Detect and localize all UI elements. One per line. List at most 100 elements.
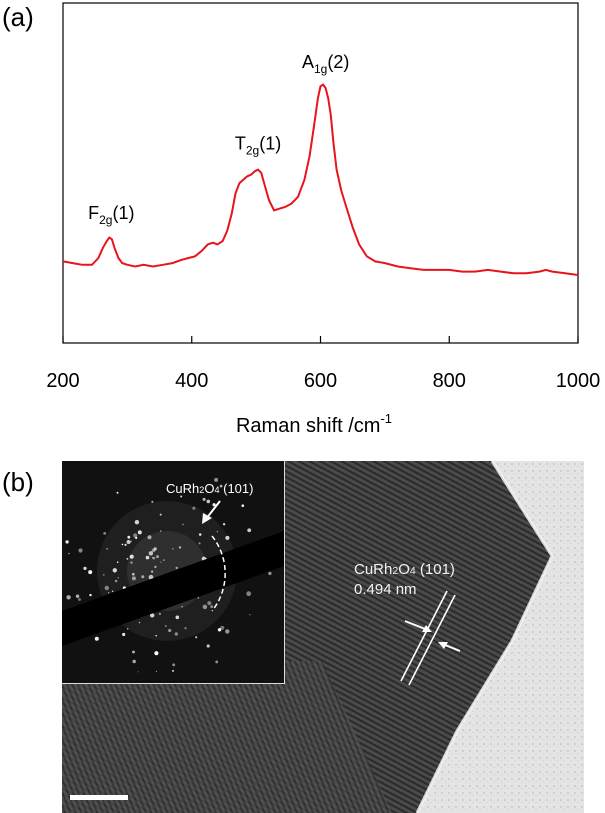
diffraction-spot: [210, 605, 214, 608]
diffraction-spot: [249, 614, 251, 616]
diffraction-spot: [216, 530, 219, 533]
diffraction-spot: [145, 555, 150, 560]
diffraction-spot: [116, 561, 119, 563]
crystal-edge: [415, 461, 554, 813]
diffraction-spot: [65, 540, 69, 544]
x-tick-label: 400: [175, 370, 208, 392]
diffraction-spot: [127, 535, 131, 539]
diffraction-spot: [220, 625, 225, 630]
diffraction-spot: [171, 547, 174, 550]
diffraction-spot: [103, 531, 107, 535]
raman-series-line: [62, 83, 579, 276]
diffraction-spot: [141, 575, 145, 579]
diffraction-spot: [148, 551, 154, 556]
diffraction-spot: [78, 598, 81, 601]
x-axis-tick-labels: 200 400 600 800 1000: [46, 370, 600, 392]
diffraction-spot: [151, 570, 154, 573]
diffraction-spot: [154, 565, 157, 569]
diffraction-spot: [152, 556, 154, 559]
diffraction-spot: [202, 497, 206, 501]
diffraction-spot: [215, 660, 219, 664]
diffraction-spot: [207, 601, 212, 606]
diffraction-spot: [198, 542, 201, 545]
diffraction-spot: [219, 484, 223, 488]
diffraction-spot: [172, 663, 176, 667]
diffraction-spot: [175, 615, 180, 620]
diffraction-spot: [160, 561, 162, 563]
diffraction-spot: [222, 523, 226, 526]
peak-label: T2g(1): [235, 134, 281, 158]
x-tick-label: 800: [433, 370, 466, 392]
diffraction-spot: [137, 671, 139, 673]
diffraction-spot: [135, 536, 138, 539]
panel-a-label: (a): [2, 2, 34, 32]
diffraction-spot: [130, 561, 133, 564]
diffraction-spot: [126, 540, 131, 544]
diffraction-spot: [133, 533, 138, 538]
diffraction-spot: [94, 636, 99, 641]
diffraction-spot: [103, 574, 105, 576]
diffraction-spot: [160, 530, 162, 532]
diffraction-spot: [178, 546, 182, 549]
diffraction-spot: [206, 499, 211, 504]
diffraction-spot: [122, 632, 126, 637]
diffraction-spot: [175, 566, 178, 570]
diffraction-spot: [106, 548, 108, 550]
x-axis-label: Raman shift /cm-1: [236, 411, 392, 437]
diffraction-spot: [132, 572, 135, 576]
diffraction-spot: [75, 594, 80, 598]
diffraction-spot: [129, 554, 134, 559]
diffraction-spot: [155, 634, 157, 637]
diffraction-spot: [132, 650, 135, 654]
diffraction-spot: [151, 500, 154, 503]
diffraction-spot: [147, 535, 152, 540]
diffraction-spot: [138, 621, 141, 624]
diffraction-spot: [195, 636, 198, 639]
plot-frame: [62, 2, 579, 344]
spacing-line-right: [408, 594, 456, 686]
diffraction-ring: [211, 535, 226, 612]
diffraction-spot: [111, 590, 114, 592]
diffraction-spot: [108, 592, 110, 594]
diffraction-spot: [134, 520, 140, 525]
diffraction-spot: [124, 543, 127, 546]
diffraction-spot: [121, 543, 124, 546]
diffraction-spot: [198, 533, 202, 536]
lattice-plane-label: CuRh2O4 (101): [354, 561, 455, 578]
diffraction-spot: [172, 669, 174, 672]
diffraction-spot: [214, 477, 219, 482]
diffraction-spot: [184, 627, 187, 630]
diffraction-spot: [168, 628, 172, 633]
diffraction-spot: [117, 577, 119, 579]
diffraction-spot: [268, 571, 272, 576]
diffraction-spot: [112, 568, 117, 573]
diffraction-spot: [225, 535, 230, 540]
x-tick-label: 200: [46, 370, 79, 392]
spacing-line-left: [400, 590, 448, 682]
x-axis-ticks: [62, 336, 579, 343]
diffraction-spot: [182, 523, 184, 526]
diffraction-spot: [159, 513, 162, 516]
diffraction-spot: [206, 644, 210, 648]
diffraction-spot: [116, 491, 119, 494]
diffraction-spot: [174, 632, 178, 636]
diffraction-spot: [126, 628, 129, 630]
diffraction-spot: [247, 528, 252, 533]
diffraction-spot: [89, 593, 92, 597]
panel-b-label: (b): [2, 467, 34, 497]
diffraction-spot: [192, 506, 196, 510]
diffraction-spot: [130, 540, 132, 543]
diffraction-spot: [202, 604, 208, 610]
x-tick-label: 600: [304, 370, 337, 392]
diffraction-spot: [181, 606, 183, 608]
raman-spectrum-chart: 200 400 600 800 1000 F2g(1) T2g(1) A1g(2) Rama…: [46, 2, 600, 437]
diffraction-spot: [158, 612, 162, 616]
saed-inset: CuRh2O4 (101): [62, 461, 285, 684]
diffraction-spot: [155, 670, 157, 672]
diffraction-spot: [104, 585, 109, 591]
diffraction-spot: [197, 597, 200, 599]
hrtem-image: CuRh2O4 (101) 0.494 nm CuRh2O4 (101): [62, 461, 584, 813]
diffraction-spot: [246, 591, 252, 597]
diffraction-spot: [137, 530, 142, 535]
diffraction-spot: [83, 566, 87, 570]
